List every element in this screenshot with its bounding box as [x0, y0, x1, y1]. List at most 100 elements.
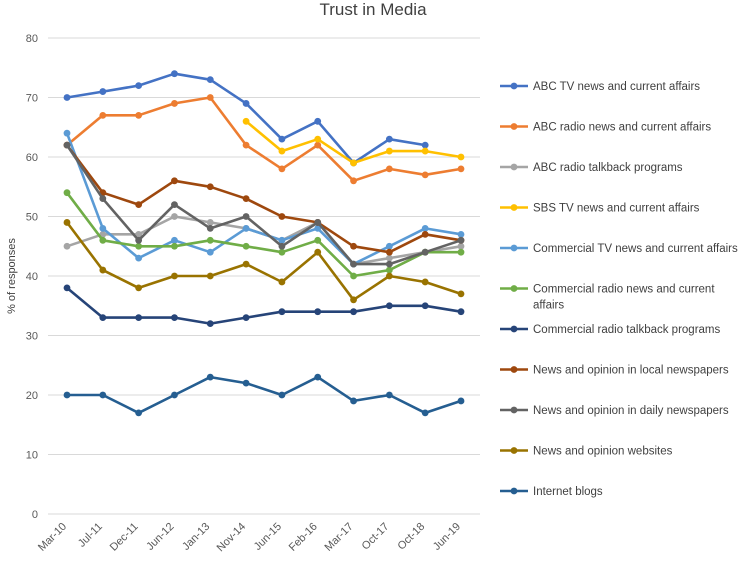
data-point — [314, 219, 322, 226]
x-tick-label: Feb-16 — [287, 521, 320, 554]
x-tick-label: Oct-17 — [360, 521, 392, 553]
legend-label: ABC radio news and current affairs — [533, 122, 711, 134]
data-point — [135, 201, 143, 209]
data-point — [350, 177, 357, 185]
series-4 — [63, 129, 465, 268]
data-point — [99, 225, 107, 232]
legend-swatch-marker — [510, 487, 518, 495]
data-point — [99, 111, 107, 119]
y-tick-label: 40 — [26, 271, 38, 283]
data-point — [135, 236, 143, 244]
data-point — [421, 302, 429, 310]
data-point — [421, 230, 429, 238]
data-point — [278, 213, 286, 220]
data-point — [99, 88, 107, 95]
legend-item: Internet blogs — [500, 486, 603, 498]
data-point — [206, 320, 214, 327]
y-tick-label: 10 — [26, 450, 38, 462]
data-point — [421, 141, 429, 149]
data-point — [421, 248, 429, 256]
data-point — [171, 242, 178, 250]
data-point — [99, 195, 107, 203]
x-tick-label: Jan-13 — [180, 521, 212, 553]
legend-item: ABC radio news and current affairs — [500, 122, 711, 134]
x-tick-label: Mar-17 — [323, 521, 356, 554]
data-point — [350, 242, 357, 250]
data-point — [314, 248, 322, 256]
data-point — [385, 165, 393, 173]
legend-swatch-marker — [510, 366, 518, 373]
data-point — [385, 248, 393, 256]
y-tick-label: 60 — [26, 152, 38, 164]
data-point — [242, 195, 250, 203]
legend-swatch-marker — [510, 447, 518, 454]
data-point — [242, 117, 250, 125]
x-tick-label: Jun-19 — [431, 521, 463, 553]
series-line — [65, 221, 462, 302]
legend-label: Internet blogs — [533, 486, 603, 498]
data-point — [350, 296, 357, 304]
y-tick-label: 20 — [26, 390, 38, 402]
data-point — [457, 236, 465, 244]
legend-item: Commercial radio news and current affairs — [500, 284, 715, 312]
data-point — [135, 82, 143, 89]
legend-label: Commercial radio news and current affairs — [533, 284, 715, 312]
data-point — [421, 147, 429, 155]
data-point — [242, 100, 250, 107]
data-point — [63, 284, 71, 292]
series-7 — [63, 141, 465, 256]
data-point — [350, 272, 357, 280]
gridlines — [48, 37, 480, 515]
data-point — [206, 219, 214, 226]
legend-label: ABC radio talkback programs — [533, 162, 683, 174]
legend-label: SBS TV news and current affairs — [533, 203, 700, 215]
legend-swatch-marker — [510, 163, 518, 171]
data-point — [135, 314, 143, 322]
x-tick-label: Dec-11 — [108, 521, 141, 554]
data-point — [385, 147, 393, 155]
y-axis-ticks: 0 10 20 30 40 50 60 70 80 — [26, 33, 38, 521]
data-point — [457, 242, 465, 250]
legend-swatch-marker — [510, 406, 518, 414]
data-point — [135, 230, 143, 238]
legend-swatch-marker — [510, 244, 518, 252]
data-point — [63, 141, 71, 149]
legend-item: News and opinion websites — [500, 446, 673, 458]
series-1 — [63, 94, 465, 185]
series-lines — [63, 70, 465, 417]
data-point — [135, 409, 143, 417]
legend-item: ABC TV news and current affairs — [500, 81, 700, 93]
data-point — [63, 242, 71, 250]
data-point — [171, 272, 178, 280]
series-line — [66, 286, 462, 325]
legend-swatch-marker — [510, 285, 518, 292]
y-tick-label: 50 — [26, 212, 38, 224]
data-point — [242, 260, 250, 268]
data-point — [314, 135, 322, 143]
data-point — [171, 100, 178, 107]
data-point — [350, 159, 357, 167]
legend-item: SBS TV news and current affairs — [500, 203, 700, 215]
data-point — [278, 248, 286, 256]
series-10 — [63, 373, 465, 417]
series-3 — [242, 117, 465, 167]
x-tick-label: Nov-14 — [215, 521, 249, 555]
data-point — [385, 254, 393, 262]
data-point — [457, 308, 465, 316]
legend-item: News and opinion in daily newspapers — [500, 405, 729, 417]
data-point — [206, 76, 214, 84]
data-point — [278, 278, 286, 286]
data-point — [278, 165, 286, 173]
data-point — [99, 314, 107, 322]
data-point — [314, 141, 322, 149]
legend-label: News and opinion in local newspapers — [533, 365, 729, 377]
y-tick-label: 70 — [26, 93, 38, 105]
series-9 — [63, 219, 465, 304]
legend-label: News and opinion websites — [533, 446, 673, 458]
legend-label: News and opinion in daily newspapers — [533, 405, 729, 417]
x-tick-label: Jul-11 — [76, 521, 105, 550]
data-point — [63, 189, 71, 197]
data-point — [135, 284, 143, 292]
data-point — [385, 266, 393, 274]
data-point — [278, 147, 286, 155]
